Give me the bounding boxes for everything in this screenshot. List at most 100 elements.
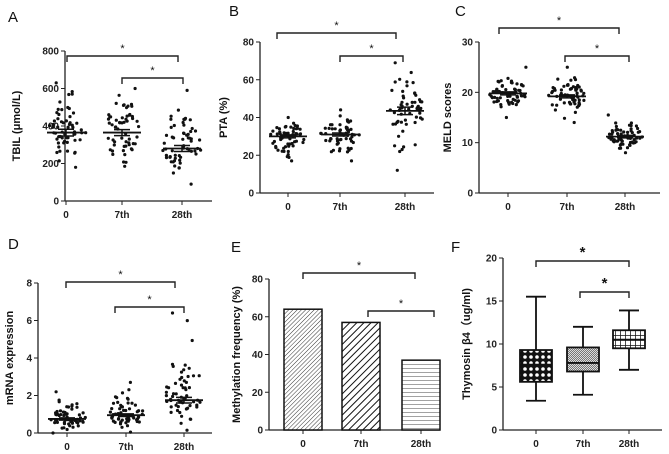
- data-point: [350, 135, 354, 139]
- data-point: [410, 100, 414, 104]
- y-tick-label: 40: [252, 350, 264, 361]
- data-point: [114, 101, 118, 105]
- y-axis-label: Methylation frequency (%): [231, 286, 243, 423]
- data-point: [58, 409, 63, 413]
- panel-F: F 0 5 10 15 20 0 7th 28th Thymosin β4（ug/ml) * *: [451, 239, 662, 450]
- data-point: [119, 420, 123, 424]
- data-point: [553, 108, 558, 112]
- data-point: [290, 159, 294, 163]
- data-point: [619, 128, 623, 132]
- y-tick-label: 60: [252, 312, 264, 323]
- data-point: [634, 124, 639, 128]
- data-point: [57, 159, 61, 163]
- data-point: [618, 143, 623, 147]
- panel-label: D: [8, 236, 19, 253]
- data-point: [188, 118, 192, 122]
- data-point: [622, 130, 626, 134]
- x-tick-label: 28th: [174, 442, 195, 453]
- data-point: [135, 135, 139, 139]
- panel-B: B 0 20 40 60 80 0 7th 28th PTA (%) * *: [218, 3, 434, 213]
- data-point: [185, 319, 189, 323]
- x-tick-label: 0: [63, 210, 69, 221]
- data-point: [172, 123, 176, 128]
- panel-label: E: [231, 239, 241, 256]
- y-tick-label: 5: [491, 383, 497, 394]
- data-point: [559, 88, 564, 92]
- data-point: [278, 130, 282, 134]
- box: [566, 346, 600, 373]
- data-point: [194, 152, 198, 156]
- y-tick-label: 20: [252, 388, 264, 399]
- data-point: [189, 417, 193, 421]
- data-point: [413, 143, 417, 147]
- data-point: [130, 114, 134, 119]
- significance-star: *: [357, 260, 362, 272]
- data-point: [391, 122, 395, 126]
- data-point: [569, 86, 574, 91]
- significance-star: *: [334, 20, 339, 32]
- data-point: [283, 125, 287, 129]
- data-point: [114, 125, 118, 129]
- data-point: [509, 80, 513, 85]
- data-point: [164, 133, 169, 137]
- x-tick-label: 7th: [115, 210, 130, 221]
- data-point: [189, 129, 193, 134]
- data-point: [397, 134, 401, 138]
- data-point: [401, 129, 405, 133]
- data-point: [606, 113, 610, 117]
- data-point: [65, 427, 69, 432]
- data-point: [329, 137, 333, 141]
- data-point: [56, 141, 61, 145]
- data-point: [491, 90, 495, 94]
- data-point: [124, 144, 128, 148]
- data-point: [73, 138, 77, 142]
- data-point: [414, 115, 418, 119]
- data-point: [131, 142, 135, 146]
- data-point: [275, 132, 279, 136]
- data-point: [175, 408, 180, 413]
- data-point: [275, 126, 279, 130]
- y-tick-label: 8: [26, 279, 32, 290]
- data-point: [521, 84, 525, 88]
- y-tick-label: 60: [243, 75, 255, 86]
- data-point: [323, 126, 327, 130]
- data-point: [619, 146, 623, 150]
- significance-star: *: [150, 65, 155, 77]
- data-point: [186, 132, 190, 136]
- data-point: [338, 123, 342, 127]
- data-point: [493, 95, 497, 99]
- data-point: [396, 119, 400, 123]
- data-point: [130, 104, 134, 108]
- data-point: [407, 107, 411, 111]
- data-point: [582, 98, 586, 102]
- data-point: [133, 86, 137, 91]
- data-point: [551, 86, 555, 90]
- y-tick-label: 200: [42, 159, 59, 170]
- data-point: [70, 90, 74, 94]
- data-point: [612, 140, 616, 144]
- x-tick-label: 7th: [560, 202, 575, 213]
- data-point: [179, 421, 183, 425]
- data-point: [126, 401, 130, 405]
- data-point: [420, 100, 424, 104]
- data-point: [162, 141, 166, 145]
- data-point: [137, 125, 141, 129]
- data-point: [195, 405, 199, 409]
- data-point: [614, 121, 618, 125]
- data-point: [338, 114, 342, 118]
- data-point: [58, 149, 62, 153]
- bar: [341, 321, 381, 431]
- box: [519, 349, 553, 383]
- data-point: [75, 402, 79, 406]
- data-point: [121, 149, 125, 153]
- data-point: [286, 149, 290, 154]
- data-point: [55, 137, 59, 141]
- data-point: [113, 395, 118, 399]
- data-point: [59, 120, 64, 124]
- data-point: [135, 119, 139, 123]
- data-point: [324, 138, 328, 143]
- data-point: [333, 127, 337, 131]
- data-point: [128, 430, 133, 434]
- data-point: [615, 139, 619, 143]
